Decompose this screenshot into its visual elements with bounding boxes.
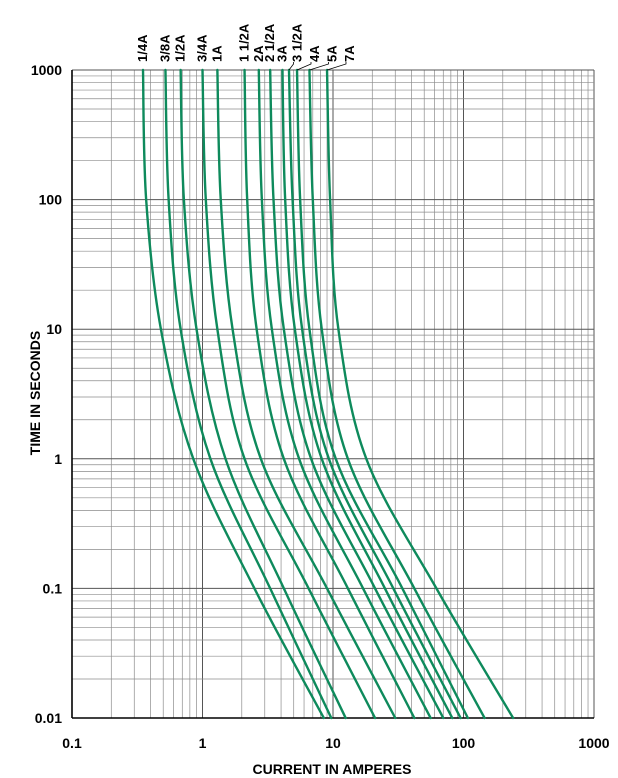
x-tick-labels: 0.1 1 10 100 1000 xyxy=(62,735,610,751)
series-label: 3 1/2A xyxy=(290,23,305,62)
series-curve xyxy=(141,68,325,720)
y-tick-label: 10 xyxy=(46,321,62,337)
series-curve xyxy=(164,68,333,720)
x-tick-label: 1 xyxy=(199,735,207,751)
series-curve xyxy=(257,68,432,720)
y-tick-label: 100 xyxy=(39,192,63,208)
y-tick-label: 1000 xyxy=(31,62,62,78)
series-curve xyxy=(243,68,416,720)
y-tick-label: 0.1 xyxy=(43,580,63,596)
series-label: 1 1/2A xyxy=(237,23,252,62)
x-tick-label: 1000 xyxy=(578,735,609,751)
series-curve xyxy=(216,68,397,720)
series-curve xyxy=(325,68,515,720)
y-tick-label: 1 xyxy=(54,451,62,467)
series-curves xyxy=(141,68,515,720)
x-axis-title: CURRENT IN AMPERES xyxy=(253,761,412,777)
series-curve xyxy=(268,68,445,720)
series-curve xyxy=(179,68,347,720)
y-tick-labels: 1000 100 10 1 0.1 0.01 xyxy=(31,62,62,726)
series-curve xyxy=(287,68,462,720)
series-curve xyxy=(295,68,470,720)
series-curve xyxy=(308,68,486,720)
series-label-leaders xyxy=(288,62,347,71)
y-axis-title: TIME IN SECONDS xyxy=(27,331,43,455)
series-label: 3/4A xyxy=(195,34,210,62)
x-tick-label: 0.1 xyxy=(62,735,82,751)
series-label: 2 1/2A xyxy=(262,23,277,62)
grid xyxy=(71,69,595,719)
series-curve xyxy=(201,68,377,720)
series-leader-line xyxy=(309,62,329,71)
x-tick-label: 10 xyxy=(325,735,341,751)
series-label: 5A xyxy=(325,45,340,62)
series-label: 7A xyxy=(342,45,357,62)
series-leader-line xyxy=(288,62,294,71)
series-label: 4A xyxy=(307,45,322,62)
y-tick-label: 0.01 xyxy=(35,710,62,726)
series-label: 2A xyxy=(251,45,266,62)
series-leader-line xyxy=(296,62,312,71)
x-tick-label: 100 xyxy=(452,735,476,751)
series-label: 3/8A xyxy=(157,34,172,62)
series-curve xyxy=(281,68,454,720)
series-leader-line xyxy=(326,62,347,71)
series-label: 1/4A xyxy=(135,34,150,62)
series-label: 1A xyxy=(209,45,224,62)
series-label: 3A xyxy=(275,45,290,62)
series-label: 1/2A xyxy=(173,34,188,62)
